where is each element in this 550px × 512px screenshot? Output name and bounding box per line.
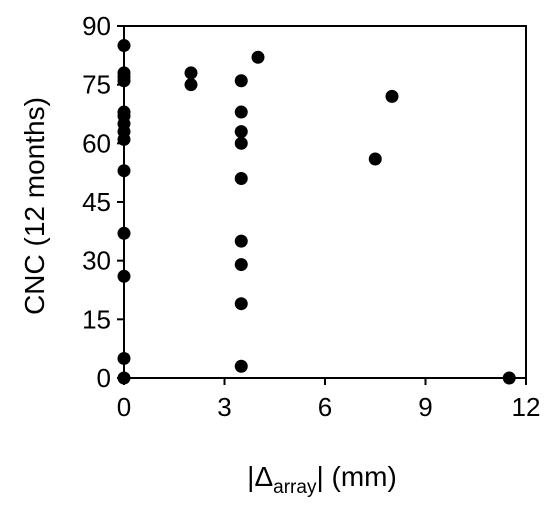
x-axis-title-sub: array (273, 477, 317, 498)
x-axis-title: |Δarray| (mm) (247, 461, 397, 498)
x-tick-label: 9 (418, 392, 432, 422)
plot-area-frame (123, 25, 527, 379)
data-point (117, 269, 131, 283)
y-axis-title: CNC (12 months) (19, 97, 50, 315)
data-point (385, 89, 399, 103)
data-point (234, 359, 248, 373)
x-axis-ticks: 0 3 6 9 12 (117, 378, 541, 422)
data-point (368, 152, 382, 166)
data-points (117, 39, 516, 385)
y-tick-label: 15 (82, 304, 111, 334)
data-point (117, 351, 131, 365)
y-tick-label: 45 (82, 187, 111, 217)
data-point (184, 66, 198, 80)
x-axis-title-post: | (mm) (316, 461, 396, 492)
x-tick-label: 3 (217, 392, 231, 422)
data-point (234, 297, 248, 311)
data-point (234, 136, 248, 150)
y-tick-label: 90 (82, 11, 111, 41)
data-point (251, 50, 265, 64)
data-point (234, 258, 248, 272)
data-point (234, 125, 248, 139)
data-point (502, 371, 516, 385)
y-tick-label: 75 (82, 70, 111, 100)
data-point (234, 172, 248, 186)
data-point (184, 78, 198, 92)
x-tick-label: 0 (117, 392, 131, 422)
data-point (117, 132, 131, 146)
data-point (234, 234, 248, 248)
data-point (117, 39, 131, 53)
data-point (117, 164, 131, 178)
y-axis-ticks: 0 15 30 45 60 75 90 (82, 11, 124, 393)
y-tick-label: 0 (97, 363, 111, 393)
x-tick-label: 12 (512, 392, 541, 422)
data-point (117, 74, 131, 88)
x-axis-title-pre: |Δ (247, 461, 273, 492)
data-point (234, 105, 248, 119)
data-point (117, 226, 131, 240)
data-point (234, 74, 248, 88)
y-tick-label: 30 (82, 246, 111, 276)
y-tick-label: 60 (82, 128, 111, 158)
data-point (117, 371, 131, 385)
x-tick-label: 6 (318, 392, 332, 422)
